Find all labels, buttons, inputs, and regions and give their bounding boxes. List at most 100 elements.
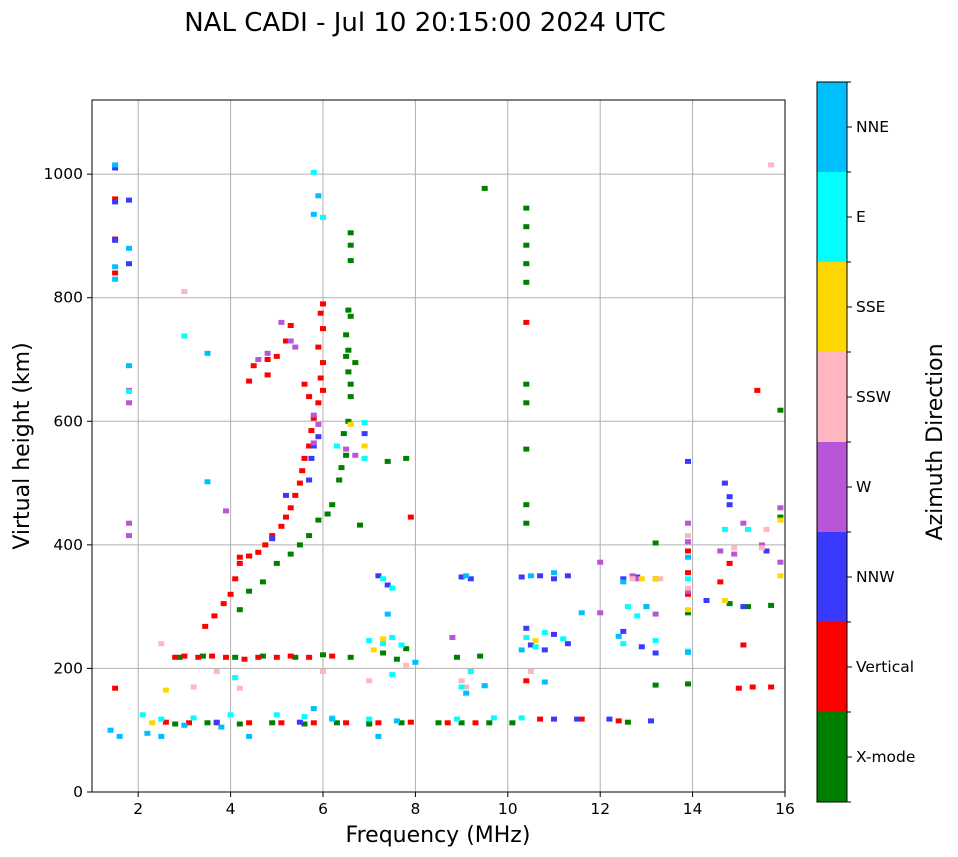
data-point-nne: [375, 733, 382, 739]
data-point-nnw: [384, 582, 391, 588]
data-point-sse: [347, 421, 354, 427]
data-point-e: [624, 604, 631, 610]
data-point-sse: [370, 647, 377, 653]
data-point-nnw: [537, 573, 544, 579]
data-point-e: [389, 635, 396, 640]
data-point-w: [278, 319, 285, 325]
data-point-ssw: [768, 162, 775, 168]
colorbar-label: NNW: [856, 568, 895, 586]
data-point-vertical: [283, 514, 289, 520]
x-tick-label: 14: [683, 800, 703, 818]
data-point-x-mode: [357, 522, 363, 528]
data-point-vertical: [301, 455, 308, 461]
colorbar-segment: [817, 712, 847, 802]
y-tick-label: 1000: [44, 165, 83, 183]
data-point-x-mode: [384, 458, 391, 464]
data-point-x-mode: [523, 381, 530, 387]
data-point-vertical: [329, 653, 336, 659]
data-point-nnw: [126, 261, 132, 267]
colorbar-label: SSE: [856, 298, 885, 316]
data-point-e: [126, 389, 132, 395]
x-tick-label: 16: [775, 800, 795, 818]
data-point-sse: [777, 517, 784, 523]
data-point-vertical: [472, 720, 479, 726]
x-tick-label: 4: [226, 800, 236, 818]
data-point-nne: [126, 363, 132, 369]
data-point-w: [740, 520, 747, 526]
data-point-nnw: [112, 165, 119, 171]
data-point-nne: [315, 193, 322, 199]
data-point-x-mode: [652, 682, 659, 688]
data-point-nne: [112, 162, 119, 168]
data-point-x-mode: [523, 520, 530, 526]
data-point-x-mode: [435, 720, 442, 726]
data-point-nnw: [551, 631, 557, 637]
data-point-e: [560, 636, 567, 642]
data-point-vertical: [255, 654, 262, 660]
data-point-e: [301, 714, 308, 720]
data-point-w: [652, 611, 659, 617]
data-point-ssw: [366, 678, 373, 684]
x-axis-label: Frequency (MHz): [346, 823, 531, 848]
data-point-e: [745, 526, 751, 532]
data-point-e: [310, 169, 317, 175]
data-point-x-mode: [685, 681, 691, 687]
data-point-x-mode: [315, 517, 322, 523]
data-point-vertical: [375, 720, 382, 726]
data-point-x-mode: [398, 720, 405, 726]
data-point-sse: [638, 576, 645, 582]
data-point-sse: [361, 443, 368, 449]
data-point-nnw: [551, 576, 557, 582]
data-point-ssw: [158, 641, 165, 647]
y-tick-label: 400: [53, 536, 83, 554]
data-point-x-mode: [380, 650, 387, 656]
data-point-nnw: [458, 574, 465, 580]
data-point-vertical: [273, 353, 280, 359]
data-point-e: [467, 669, 474, 674]
data-point-vertical: [740, 642, 747, 648]
data-point-e: [389, 585, 396, 591]
data-point-nnw: [763, 548, 770, 554]
data-point-w: [777, 559, 784, 565]
data-point-e: [518, 715, 525, 721]
data-point-e: [398, 642, 405, 648]
data-point-vertical: [241, 656, 248, 662]
data-point-x-mode: [347, 313, 354, 319]
data-point-nnw: [564, 641, 571, 647]
data-point-e: [620, 641, 627, 647]
data-point-vertical: [615, 718, 622, 724]
data-point-vertical: [273, 654, 280, 660]
data-point-nnw: [283, 492, 289, 498]
azimuth-colorbar: X-mode Vertical NNW W SSW SSE E NNE: [816, 81, 915, 803]
data-point-x-mode: [343, 452, 350, 458]
colorbar-segment: [817, 262, 847, 352]
data-point-sse: [380, 636, 387, 642]
data-point-x-mode: [366, 721, 373, 727]
data-point-nne: [620, 579, 627, 585]
data-point-nnw: [721, 480, 728, 486]
data-point-nnw: [315, 434, 322, 440]
data-point-x-mode: [343, 353, 350, 359]
data-point-x-mode: [345, 347, 352, 353]
data-point-x-mode: [236, 721, 243, 727]
data-point-vertical: [523, 678, 530, 684]
data-point-nne: [126, 245, 132, 251]
data-point-nnw: [523, 625, 530, 631]
data-point-ssw: [657, 576, 664, 582]
data-point-w: [310, 412, 317, 418]
data-point-vertical: [162, 719, 169, 725]
colorbar-label: X-mode: [856, 748, 915, 766]
data-point-nne: [685, 649, 691, 655]
chart-title: NAL CADI - Jul 10 20:15:00 2024 UTC: [184, 8, 666, 38]
data-point-vertical: [250, 363, 257, 369]
data-point-w: [597, 610, 604, 616]
data-point-nnw: [296, 719, 303, 725]
data-point-nne: [246, 733, 253, 739]
data-point-nnw: [112, 237, 119, 243]
data-point-vertical: [685, 591, 691, 597]
data-point-nnw: [648, 718, 654, 724]
data-point-e: [634, 613, 641, 619]
data-point-w: [685, 520, 691, 526]
data-point-vertical: [320, 360, 326, 366]
data-point-e: [366, 716, 373, 722]
